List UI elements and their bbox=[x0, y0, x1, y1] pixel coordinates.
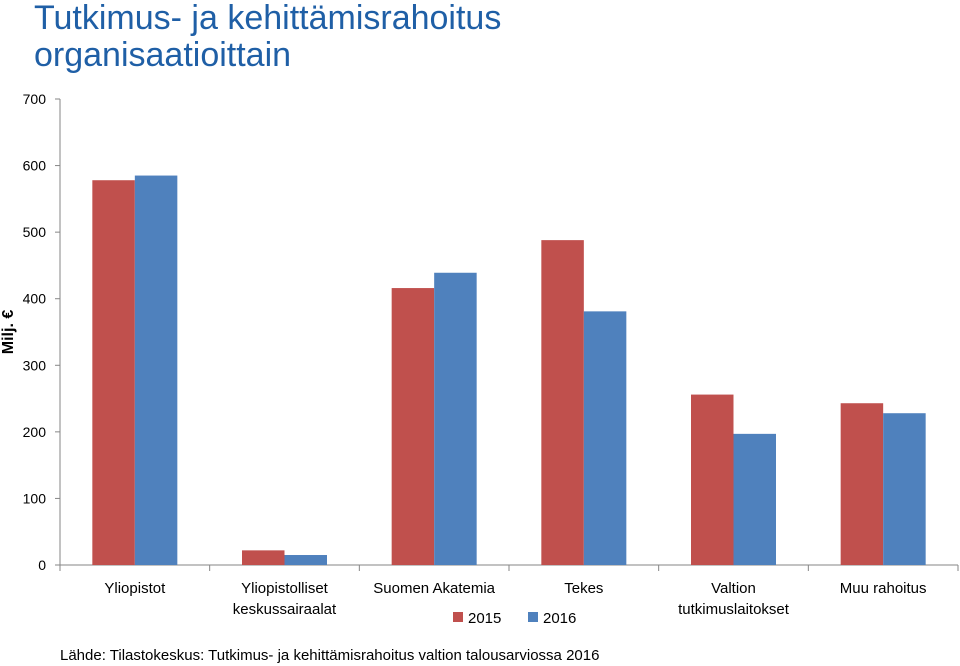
legend-label-2015: 2015 bbox=[468, 610, 501, 627]
bar-2015 bbox=[840, 403, 884, 565]
y-tick-label: 600 bbox=[23, 158, 47, 174]
legend-swatch-2015 bbox=[453, 612, 463, 622]
chart-title: Tutkimus- ja kehittämisrahoitus organisa… bbox=[34, 0, 501, 74]
x-category-label: Tekes bbox=[564, 580, 603, 597]
bar-2016 bbox=[733, 433, 776, 565]
y-tick-label: 0 bbox=[38, 557, 46, 573]
legend-label-2016: 2016 bbox=[543, 610, 576, 627]
bar-2016 bbox=[434, 272, 477, 565]
bar-2015 bbox=[391, 288, 435, 565]
legend-swatch-2016 bbox=[528, 612, 538, 622]
x-category-label: Muu rahoitus bbox=[840, 580, 927, 597]
x-category-label: keskussairaalat bbox=[233, 601, 337, 618]
y-tick-label: 200 bbox=[23, 424, 47, 440]
bar-2016 bbox=[134, 175, 178, 566]
bar-2015 bbox=[691, 394, 734, 565]
x-category-label: Yliopistolliset bbox=[241, 580, 329, 597]
y-axis-title: Milj. € bbox=[0, 310, 17, 355]
bar-2015 bbox=[92, 180, 135, 565]
y-tick-label: 300 bbox=[23, 357, 47, 373]
y-tick-label: 700 bbox=[23, 91, 47, 107]
bar-2016 bbox=[284, 555, 327, 565]
y-tick-label: 500 bbox=[23, 224, 47, 240]
bar-2016 bbox=[583, 311, 627, 565]
x-category-label: Valtion bbox=[711, 580, 756, 597]
x-category-label: tutkimuslaitokset bbox=[678, 601, 790, 618]
bar-2015 bbox=[242, 550, 285, 565]
bar-2016 bbox=[883, 413, 926, 565]
chart-title-line-1: Tutkimus- ja kehittämisrahoitus bbox=[34, 0, 502, 37]
bar-2015 bbox=[541, 240, 584, 566]
chart-title-line-2: organisaatioittain bbox=[34, 36, 292, 74]
y-tick-label: 100 bbox=[23, 490, 47, 506]
source-note: Lähde: Tilastokeskus: Tutkimus- ja kehit… bbox=[60, 647, 600, 664]
x-category-label: Suomen Akatemia bbox=[373, 580, 495, 597]
x-category-label: Yliopistot bbox=[104, 580, 166, 597]
y-tick-label: 400 bbox=[23, 291, 47, 307]
